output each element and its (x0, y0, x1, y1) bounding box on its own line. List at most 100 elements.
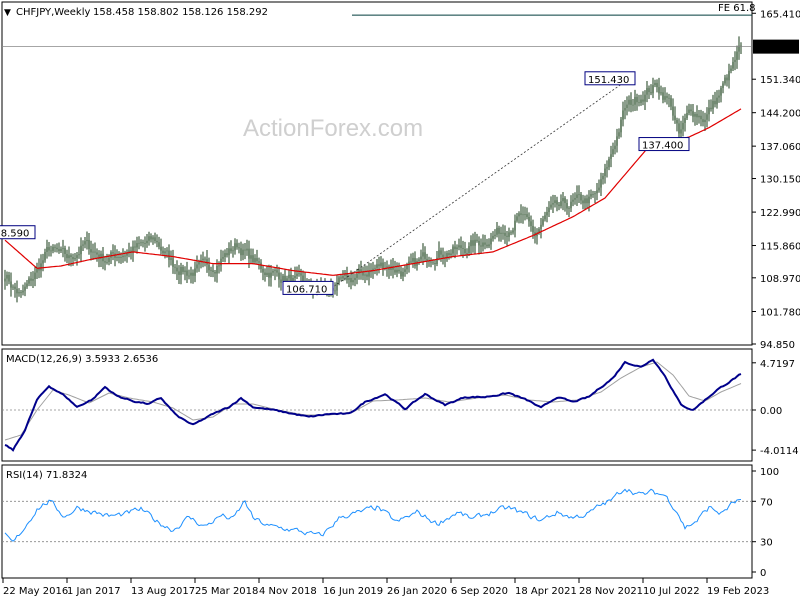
candle-body (476, 239, 478, 241)
candle-body (478, 240, 480, 246)
candle-body (82, 244, 84, 246)
candle-body (142, 242, 144, 244)
candle-body (272, 270, 274, 273)
candle-body (424, 252, 426, 259)
annotation-label: 106.710 (286, 284, 327, 295)
price-tick-label: 151.340 (760, 75, 800, 86)
candle-body (484, 242, 486, 245)
candle-body (68, 255, 70, 259)
candle-body (650, 92, 652, 94)
candle-body (464, 248, 466, 254)
candle-body (260, 262, 262, 269)
candle-body (220, 258, 222, 266)
candle-body (504, 232, 506, 236)
candle-body (616, 136, 618, 146)
candle-body (4, 278, 6, 282)
candle-body (362, 271, 364, 276)
candle-body (274, 270, 276, 272)
candle-body (608, 158, 610, 168)
candle-body (86, 239, 88, 242)
candle-body (528, 216, 530, 222)
candle-body (264, 272, 266, 276)
overlays: FE 61.8 118.590 106.710 151.430 137.400 (0, 3, 756, 295)
candle-body (720, 87, 722, 96)
candle-body (136, 243, 138, 248)
fib-label: FE 61.8 (718, 3, 756, 14)
macd-tick-label: 4.7197 (760, 359, 795, 370)
candle-body (728, 70, 730, 81)
candle-body (648, 88, 650, 93)
annotation-label: 151.430 (588, 75, 629, 86)
rsi-panel (1, 464, 753, 579)
candle-body (374, 267, 376, 269)
candle-body (700, 115, 702, 120)
candle-body (192, 272, 194, 276)
candle-body (180, 266, 182, 275)
candle-body (520, 213, 522, 215)
candle-body (20, 292, 22, 293)
candle-body (702, 119, 704, 123)
candle-body (144, 243, 146, 244)
candle-body (668, 97, 670, 99)
candle-body (98, 254, 100, 259)
chart-collapse-icon[interactable]: ▼ (4, 8, 11, 18)
candle-body (542, 219, 544, 225)
candle-body (210, 270, 212, 272)
symbol-header: CHFJPY,Weekly (16, 7, 90, 18)
candle-body (238, 247, 240, 249)
candle-body (36, 267, 38, 273)
candle-body (368, 271, 370, 277)
candle-body (268, 272, 270, 278)
candle-body (418, 259, 420, 261)
candle-body (724, 77, 726, 84)
candle-body (90, 249, 92, 253)
candle-body (516, 216, 518, 221)
price-tick-label: 137.060 (760, 142, 800, 153)
candle-body (652, 85, 654, 94)
candle-body (498, 227, 500, 234)
candle-body (604, 168, 606, 176)
candle-body (364, 274, 366, 276)
candle-body (468, 246, 470, 254)
candle-body (638, 102, 640, 104)
candle-body (614, 145, 616, 150)
watermark: ActionForex.com (243, 115, 423, 142)
candle-body (360, 269, 362, 272)
annotation-box (638, 137, 690, 152)
candle-body (42, 260, 44, 264)
candle-body (672, 106, 674, 116)
current-price-tag (753, 39, 799, 54)
candle-body (554, 200, 556, 204)
candle-body (392, 266, 394, 270)
candle-body (688, 109, 690, 113)
time-tick-label: 28 Nov 2021 (579, 586, 643, 597)
candle-body (582, 200, 584, 204)
candle-body (452, 246, 454, 254)
candle-body (298, 273, 300, 275)
candle-body (38, 267, 40, 271)
candle-body (296, 273, 298, 276)
candle-body (100, 253, 102, 259)
candle-body (736, 51, 738, 60)
candle-body (240, 248, 242, 256)
candle-body (572, 199, 574, 202)
candle-body (104, 261, 106, 263)
candle-body (420, 256, 422, 260)
price-tick-label: 108.970 (760, 274, 800, 285)
annotation-box (584, 71, 636, 86)
candle-body (48, 247, 50, 251)
candle-body (32, 279, 34, 281)
price-axis: 165.410 158.292 151.340 144.200 137.060 130.1… (752, 9, 800, 351)
candle-body (712, 100, 714, 110)
candle-body (6, 274, 8, 279)
candle-body (626, 104, 628, 109)
candle-body (122, 255, 124, 258)
candle-body (394, 269, 396, 273)
candle-body (622, 110, 624, 120)
candle-body (64, 248, 66, 255)
candle-body (632, 104, 634, 106)
rsi-tick-label: 70 (760, 497, 773, 508)
candle-body (288, 274, 290, 279)
candle-body (448, 253, 450, 256)
